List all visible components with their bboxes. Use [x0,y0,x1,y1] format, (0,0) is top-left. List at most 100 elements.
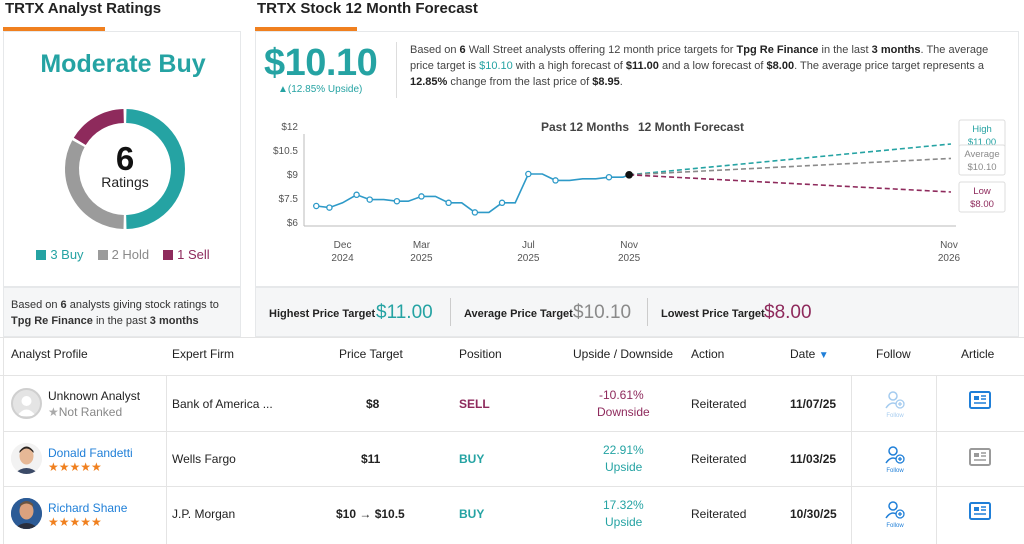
forecast-average-line [629,157,952,176]
firm-name: Wells Fargo [172,452,236,466]
consensus-rating: Moderate Buy [40,50,206,78]
target-divider [450,298,451,326]
average-target-label: Average Price Target [464,308,573,320]
ratings-legend: 3 Buy 2 Hold 1 Sell [4,247,242,262]
sort-desc-icon[interactable]: ▼ [818,350,829,361]
y-tick-label: $12 [281,122,298,133]
forecast-divider [396,42,397,98]
x-tick-year: 2025 [618,253,641,264]
analyst-avatar[interactable] [11,498,42,529]
sell-arc [73,109,125,146]
col-date-label: Date [790,347,816,361]
col-divider [166,376,167,544]
analyst-name[interactable]: Unknown Analyst [48,389,141,403]
ratings-count: 6 [115,140,135,177]
ratings-count-label: Ratings [101,174,149,190]
forecast-value-label: $11.00 [968,137,996,148]
follow-button[interactable]: Follow [884,499,906,529]
legend-hold-label: 2 Hold [111,247,150,262]
forecast-name-label: Average [964,149,999,160]
col-action: Action [691,347,725,361]
col-article: Article [961,347,995,361]
analyst-rank: ★Not Ranked [48,405,123,419]
action-cell: Reiterated [691,507,747,521]
action-cell: Reiterated [691,397,747,411]
user-silhouette-icon [17,396,36,416]
price-point [393,197,401,205]
firm-name: Bank of America ... [172,397,273,411]
position-cell: SELL [459,397,490,411]
upside-direction-cell: Upside [605,460,643,474]
header-bottom-border [0,375,1024,376]
forecast-title-underline [255,27,357,31]
price-point [418,193,425,200]
table-left-border [3,337,4,544]
target-divider [647,298,648,326]
sell-swatch [163,250,174,260]
analyst-avatar[interactable] [11,443,42,474]
ratings-panel: Moderate Buy 6 Ratings 3 Buy 2 Hold 1 Se… [3,31,241,287]
x-tick-month: Dec [334,240,352,251]
x-tick-month: Nov [620,240,638,251]
hold-arc [65,140,125,229]
forecast-description: Based on 6 Wall Street analysts offering… [410,44,989,88]
price-point [313,202,320,210]
current-price-point [625,170,633,179]
col-follow: Follow [876,347,911,361]
follow-button-disabled: Follow [885,391,905,419]
price-point [498,199,506,207]
price-point [445,199,452,207]
avatar-placeholder[interactable] [11,388,42,419]
col-divider [851,376,852,544]
article-icon-disabled [969,448,991,466]
price-point [552,177,559,184]
upside-direction-cell: Downside [597,405,650,419]
five-star-rating-icon: ★★★★★ [48,460,102,474]
legend-buy: 3 Buy [36,247,84,262]
x-tick-year: 2026 [938,253,961,264]
firm-name: J.P. Morgan [172,507,236,521]
hold-swatch [97,250,108,260]
date-cell: 11/03/25 [790,452,837,466]
forecast-high-line [629,143,952,176]
analyst-photo [11,443,42,474]
price-targets-strip: Highest Price Target $11.00 Average Pric… [255,287,1019,337]
article-icon[interactable] [969,502,991,520]
analyst-name-link[interactable]: Richard Shane [48,501,128,515]
upside-percent-cell: 17.32% [603,498,644,512]
x-tick-month: Mar [413,240,431,251]
row-border [4,431,1024,432]
analyst-name-link[interactable]: Donald Fandetti [48,446,133,460]
price-target-cell: $8 [366,397,380,411]
highest-target-label: Highest Price Target [269,308,376,320]
buy-arc [125,109,185,229]
forecast-panel: $10.10 ▲(12.85% Upside) Based on 6 Wall … [255,31,1019,287]
price-point [525,170,532,178]
article-icon[interactable] [969,391,991,409]
legend-past: Past 12 Months [541,120,629,134]
x-tick-year: 2025 [517,253,540,264]
follow-button[interactable]: Follow [884,444,906,474]
price-point [605,173,613,181]
price-target-cell: $11 [361,452,381,466]
forecast-name-label: Low [973,186,991,197]
highest-target-value: $11.00 [376,302,433,323]
ratings-note-panel: Based on 6 analysts giving stock ratings… [3,287,241,337]
price-point [471,209,479,216]
lowest-target-value: $8.00 [764,302,812,323]
upside-direction-cell: Upside [605,515,643,529]
legend-hold: 2 Hold [97,247,150,262]
price-target-cell: $10 → $10.5 [336,507,405,521]
past-price-line [316,173,630,214]
x-tick-month: Jul [522,240,535,251]
legend-sell-label: 1 Sell [177,247,210,262]
lowest-target-label: Lowest Price Target [661,308,765,320]
legend-buy-label: 3 Buy [50,247,84,262]
x-tick-month: Nov [940,240,958,251]
forecast-name-label: High [972,124,992,135]
row-border [4,486,1024,487]
col-price-target: Price Target [339,347,403,361]
forecast-low-line [629,174,952,193]
position-cell: BUY [459,507,485,521]
col-date[interactable]: Date ▼ [790,347,829,361]
